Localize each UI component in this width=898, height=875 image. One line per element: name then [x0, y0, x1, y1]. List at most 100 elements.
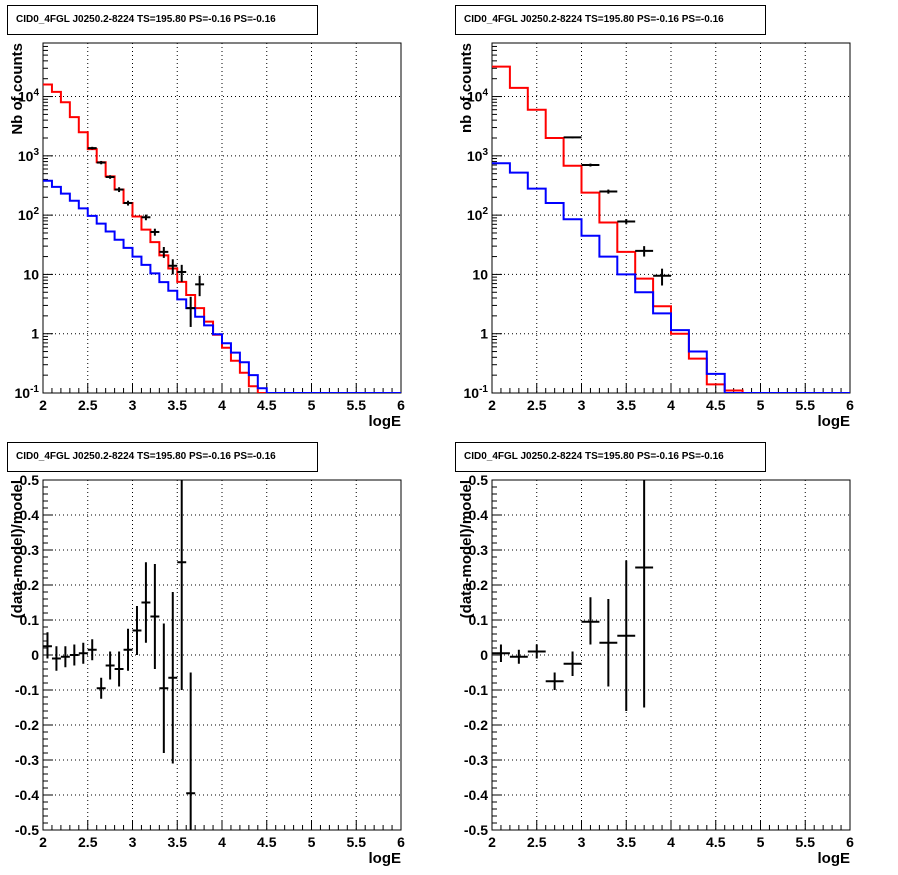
x-tick-label: 3.5: [617, 834, 637, 850]
y-tick-label: 0: [31, 647, 39, 663]
chart-panel-2: 2 2.5 3 3.5 4 4.5 5 5.5 6 -0.5 -0.4 -0.3 -0.2 -0.1 0 0.…: [9, 472, 405, 867]
y-tick-label: -0.5: [15, 822, 39, 838]
data-point: [105, 651, 115, 680]
data-point: [150, 564, 160, 669]
x-tick-label: 6: [397, 397, 405, 413]
data-point: [123, 200, 133, 206]
chart-panel-1: 2 2.5 3 3.5 4 4.5 5 5.5 6 10-1 1 10 102 103 104 logE nb …: [458, 42, 854, 430]
data-point: [492, 644, 510, 662]
x-tick-label: 4.5: [706, 397, 726, 413]
y-tick-label: 102: [467, 206, 489, 223]
total-model-line: [492, 65, 850, 393]
y-tick-label: -0.3: [464, 752, 488, 768]
y-tick-label: -0.4: [464, 787, 488, 803]
data-point: [186, 672, 196, 830]
y-tick-label: 102: [18, 206, 40, 223]
data-layer: [43, 83, 401, 393]
data-point: [168, 592, 178, 764]
x-tick-label: 6: [846, 834, 854, 850]
x-tick-label: 5.5: [347, 834, 367, 850]
x-tick-label: 2.5: [527, 834, 547, 850]
data-point: [96, 677, 106, 699]
x-tick-label: 3.5: [168, 834, 188, 850]
data-point: [114, 651, 124, 687]
data-point: [96, 160, 106, 165]
data-point: [60, 646, 70, 668]
data-point: [195, 275, 205, 297]
chart-panel-0: 2 2.5 3 3.5 4 4.5 5 5.5 6 10-1 1 10 102 103 104 logE Nb …: [9, 42, 405, 430]
y-axis-label: Nb of counts: [9, 43, 26, 135]
x-tick-label: 4.5: [257, 397, 277, 413]
data-point: [599, 189, 618, 194]
y-tick-label: 103: [467, 147, 489, 164]
y-tick-label: 103: [18, 147, 40, 164]
chart-panel-3: 2 2.5 3 3.5 4 4.5 5 5.5 6 -0.5 -0.4 -0.3 -0.2 -0.1 0 0.…: [458, 472, 854, 867]
data-point: [43, 632, 52, 659]
data-point: [114, 187, 124, 193]
data-point: [78, 642, 88, 664]
x-tick-label: 5: [308, 397, 316, 413]
y-tick-label: -0.1: [15, 682, 39, 698]
panel-title-top-right: CID0_4FGL J0250.2-8224 TS=195.80 PS=-0.1…: [455, 5, 766, 35]
y-tick-label: 10-1: [464, 384, 489, 401]
x-tick-label: 3: [578, 834, 586, 850]
x-tick-label: 3.5: [617, 397, 637, 413]
data-point: [132, 606, 142, 655]
x-tick-label: 5.5: [796, 397, 816, 413]
x-axis-label: logE: [369, 413, 402, 430]
panel-title-top-left: CID0_4FGL J0250.2-8224 TS=195.80 PS=-0.1…: [7, 5, 318, 35]
data-point: [581, 163, 600, 167]
y-tick-label: -0.2: [15, 717, 39, 733]
data-point: [509, 649, 528, 664]
y-tick-label: 0.5: [20, 472, 40, 488]
x-tick-label: 4: [667, 397, 675, 413]
x-axis-label: logE: [369, 850, 402, 867]
x-tick-label: 3.5: [168, 397, 188, 413]
y-tick-label: 0.4: [469, 507, 489, 523]
y-tick-label: 1: [31, 326, 39, 342]
data-point: [617, 560, 636, 711]
y-tick-label: 10: [472, 266, 488, 282]
x-tick-label: 4: [218, 834, 226, 850]
data-point: [527, 644, 546, 659]
x-tick-label: 2: [488, 397, 496, 413]
total-model-line: [43, 83, 401, 393]
y-tick-label: 0.1: [20, 612, 40, 628]
y-tick-label: 0.3: [469, 542, 489, 558]
y-tick-label: 0.1: [469, 612, 489, 628]
data-point: [177, 480, 187, 690]
data-point: [87, 146, 97, 150]
data-point: [177, 264, 187, 282]
x-tick-label: 6: [397, 834, 405, 850]
x-tick-label: 3: [129, 834, 137, 850]
data-point: [69, 644, 79, 666]
x-axis-label: logE: [818, 850, 851, 867]
y-tick-label: 0: [480, 647, 488, 663]
component-model-line: [492, 162, 850, 393]
component-model-line: [43, 179, 401, 393]
y-tick-label: 104: [18, 88, 40, 105]
x-tick-label: 2: [39, 834, 47, 850]
data-point: [105, 175, 115, 179]
x-tick-label: 4: [218, 397, 226, 413]
y-tick-label: 10-1: [15, 384, 40, 401]
data-point: [87, 639, 97, 661]
data-point: [545, 672, 564, 690]
x-tick-label: 2.5: [78, 397, 98, 413]
x-tick-label: 4.5: [257, 834, 277, 850]
panel-title-bottom-right: CID0_4FGL J0250.2-8224 TS=195.80 PS=-0.1…: [455, 442, 766, 472]
y-tick-label: -0.2: [464, 717, 488, 733]
data-point: [563, 136, 582, 139]
y-axis-label: (data-model)/model: [9, 480, 26, 618]
data-point: [159, 623, 169, 753]
y-tick-label: 104: [467, 88, 489, 105]
data-layer: [43, 480, 196, 830]
x-tick-label: 2: [39, 397, 47, 413]
data-point: [617, 219, 636, 225]
data-point: [635, 480, 654, 708]
data-point: [563, 651, 582, 676]
y-tick-label: 0.2: [469, 577, 489, 593]
x-tick-label: 5: [757, 397, 765, 413]
